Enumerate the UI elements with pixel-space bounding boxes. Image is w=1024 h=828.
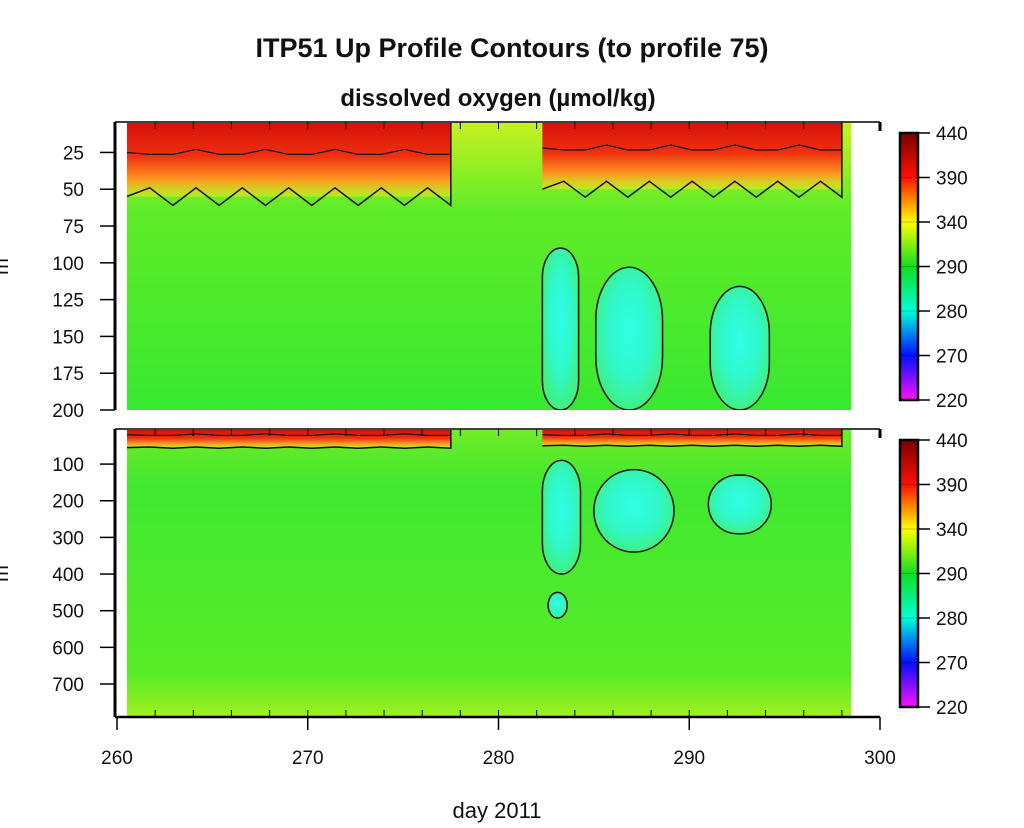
y-tick-label: 100: [52, 455, 84, 476]
colorbar-tick-label: 280: [936, 609, 968, 630]
colorbar-tick-label: 390: [936, 169, 968, 190]
surface-high-oxygen-layer: [127, 123, 451, 197]
low-oxygen-lens: [709, 285, 771, 410]
surface-high-oxygen-layer: [542, 123, 842, 190]
contour-line: [127, 123, 452, 155]
y-tick-label: 175: [52, 364, 84, 385]
contour-line: [127, 430, 452, 449]
low-oxygen-lens: [595, 266, 664, 410]
heatmap-field: [127, 123, 852, 410]
colorbar-tick-label: 340: [936, 520, 968, 541]
colorbar-tick-label: 390: [936, 476, 968, 497]
y-tick-label: 300: [52, 528, 84, 549]
y-tick-label: 600: [52, 638, 84, 659]
contour-line: [542, 430, 843, 436]
contour-line: [127, 123, 452, 207]
colorbar-tick-label: 340: [936, 213, 968, 234]
colorbar-tick-label: 220: [936, 698, 968, 719]
colorbar-tick-label: 280: [936, 302, 968, 323]
y-tick-label: 500: [52, 602, 84, 623]
y-tick-label: 150: [52, 327, 84, 348]
y-tick-label: 200: [52, 401, 84, 422]
chart-title: ITP51 Up Profile Contours (to profile 75…: [255, 33, 768, 63]
y-tick-label: 125: [52, 291, 84, 312]
y-axis-label: m: [0, 565, 13, 582]
chart-subtitle: dissolved oxygen (µmol/kg): [340, 85, 655, 112]
x-axis-label: day 2011: [453, 798, 542, 823]
y-tick-label: 100: [52, 254, 84, 275]
panel-lower: 100 200 300 400 500 600 700 m 440 390 340 290 280 270…: [0, 428, 968, 719]
y-axis-label: m: [0, 258, 13, 275]
x-tick-label: 280: [483, 748, 515, 769]
x-tick-label: 270: [292, 748, 324, 769]
contour-line: [127, 430, 452, 436]
y-tick-label: 200: [52, 492, 84, 513]
colorbar-tick-label: 290: [936, 565, 968, 586]
colorbar-tick-label: 270: [936, 347, 968, 368]
y-tick-label: 700: [52, 675, 84, 696]
y-tick-label: 25: [63, 143, 84, 164]
heatmap-field: [127, 430, 852, 717]
colorbar-tick-label: 440: [936, 124, 968, 145]
contour-line: [542, 430, 843, 448]
y-tick-label: 400: [52, 565, 84, 586]
y-tick-label: 75: [63, 217, 84, 238]
heatmap-background: [127, 430, 852, 717]
y-tick-label: 50: [63, 180, 84, 201]
colorbar-tick-label: 220: [936, 391, 968, 412]
surface-high-oxygen-layer: [127, 430, 451, 448]
low-oxygen-lens: [707, 474, 773, 535]
low-oxygen-lens: [541, 459, 582, 575]
low-oxygen-lens: [541, 247, 580, 410]
low-oxygen-lens: [593, 468, 675, 553]
x-tick-label: 300: [864, 748, 896, 769]
contour-line: [542, 123, 843, 151]
x-tick-label: 290: [673, 748, 705, 769]
surface-high-oxygen-layer: [542, 430, 842, 446]
colorbar-tick-label: 290: [936, 258, 968, 279]
low-oxygen-lens: [547, 591, 568, 619]
panel-upper: 25 50 75 100 125 150 175 200 m 440 390 340 290 280 270…: [0, 121, 968, 422]
x-tick-label: 260: [101, 748, 133, 769]
colorbar-tick-label: 440: [936, 431, 968, 452]
contour-line: [542, 123, 843, 199]
colorbar-tick-label: 270: [936, 654, 968, 675]
